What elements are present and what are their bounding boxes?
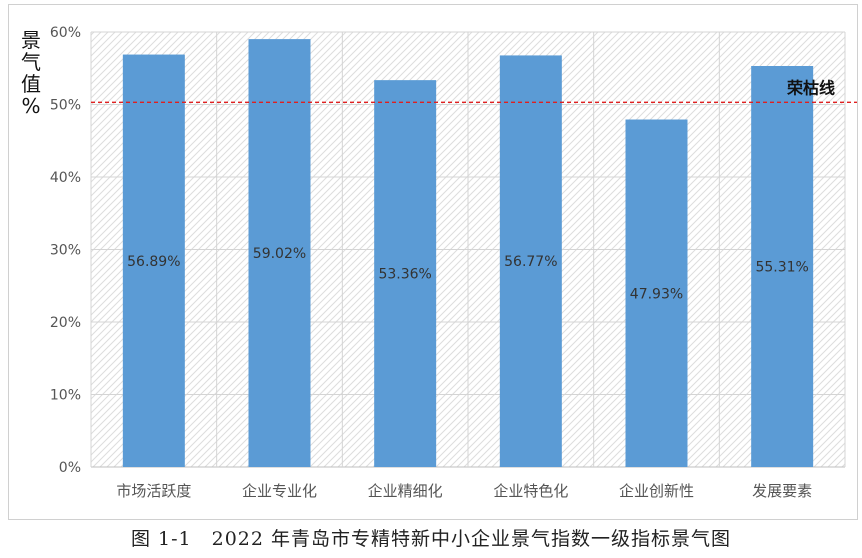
data-label: 56.77% <box>504 254 557 270</box>
y-tick-labels: 0% 10% 20% 30% 40% 50% 60% <box>50 25 81 476</box>
reference-line-label: 荣枯线 <box>786 78 835 97</box>
x-category-label: 市场活跃度 <box>116 482 191 500</box>
data-label: 59.02% <box>253 246 306 262</box>
data-label: 47.93% <box>630 286 683 302</box>
data-label: 55.31% <box>755 260 808 276</box>
data-labels: 56.89% 59.02% 53.36% 56.77% 47.93% 55.31% <box>127 246 809 302</box>
y-tick-label: 10% <box>50 388 81 404</box>
y-tick-label: 30% <box>50 243 81 259</box>
bar-4 <box>499 55 562 467</box>
y-axis-label-char: % <box>21 94 40 118</box>
y-tick-label: 40% <box>50 170 81 186</box>
x-tick-labels: 市场活跃度 企业专业化 企业精细化 企业特色化 企业创新性 发展要素 <box>116 482 812 500</box>
y-tick-label: 0% <box>59 460 81 476</box>
reference-line-group: 荣枯线 <box>91 78 857 103</box>
x-category-label: 企业精细化 <box>368 482 443 500</box>
bars <box>122 39 814 468</box>
bar-3 <box>374 80 437 467</box>
y-axis-label-char: 景 <box>21 28 41 52</box>
y-axis-label-char: 气 <box>21 50 41 74</box>
bar-6 <box>751 66 814 467</box>
figure-caption: 图 1-1 2022 年青岛市专精特新中小企业景气指数一级指标景气图 <box>130 528 732 550</box>
x-category-label: 企业特色化 <box>493 482 568 500</box>
bar-2 <box>248 39 311 467</box>
x-category-label: 企业专业化 <box>242 482 317 500</box>
x-category-label: 企业创新性 <box>619 482 694 500</box>
y-axis-label: 景气值% <box>21 28 41 118</box>
bar-1 <box>122 54 185 468</box>
bar-chart: 荣枯线 0% 10% 20% 30% 40% 50% 60% 市场活跃度 企业专业化 企业精细化… <box>21 25 857 500</box>
data-label: 56.89% <box>127 254 180 270</box>
y-axis-label-char: 值 <box>21 72 41 96</box>
y-tick-label: 60% <box>50 25 81 41</box>
y-tick-label: 20% <box>50 315 81 331</box>
data-label: 53.36% <box>378 267 431 283</box>
grid-lines <box>90 31 846 468</box>
bar-5 <box>625 119 688 467</box>
y-tick-label: 50% <box>50 98 81 114</box>
x-category-label: 发展要素 <box>752 482 812 500</box>
chart-frame: 荣枯线 0% 10% 20% 30% 40% 50% 60% 市场活跃度 企业专业化 企业精细化… <box>8 4 858 520</box>
